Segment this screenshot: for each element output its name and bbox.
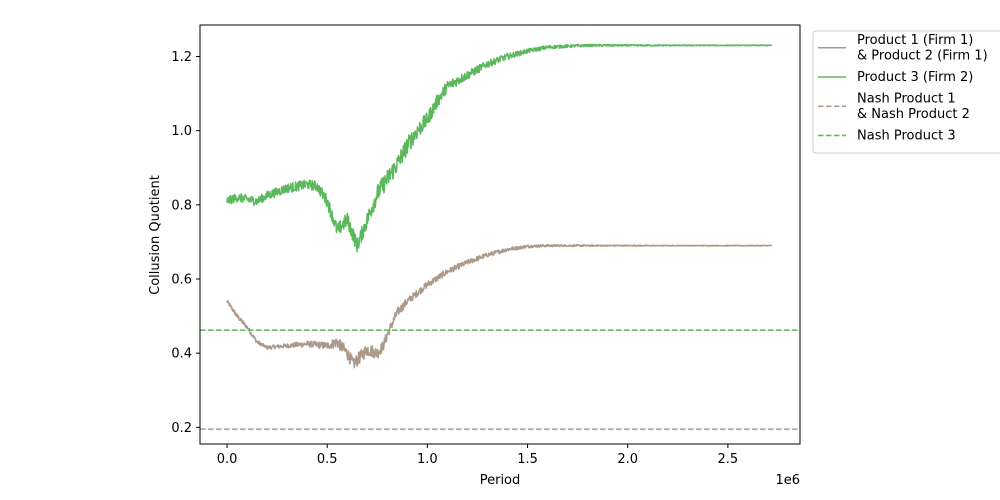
x-tick-label: 1.0 [417, 452, 438, 467]
legend-label: & Product 2 (Firm 1) [857, 49, 988, 64]
legend: Product 1 (Firm 1)& Product 2 (Firm 1) Pr… [812, 30, 1000, 154]
x-tick-label: 0.5 [317, 452, 338, 467]
legend-label: & Nash Product 2 [857, 107, 970, 122]
y-tick-label: 0.6 [171, 272, 192, 287]
legend-label: Product 3 (Firm 2) [857, 70, 973, 85]
y-tick-label: 0.8 [171, 198, 192, 213]
y-axis-title: Collusion Quotient [148, 175, 163, 295]
legend-label: Product 1 (Firm 1) [857, 33, 973, 48]
y-axis: 0.2 0.4 0.6 0.8 1.0 1.2 [171, 50, 200, 436]
plot-frame [199, 24, 801, 445]
x-tick-label: 0.0 [217, 452, 238, 467]
x-axis: 0.0 0.5 1.0 1.5 2.0 2.5 [217, 444, 739, 467]
plot-area [199, 24, 801, 445]
series-2-line [226, 43, 773, 253]
y-tick-label: 1.2 [171, 50, 192, 65]
y-tick-label: 0.4 [171, 347, 192, 362]
legend-label: Nash Product 1 [857, 92, 956, 107]
x-tick-label: 1.5 [517, 452, 538, 467]
y-tick-label: 1.0 [171, 124, 192, 139]
y-tick-label: 0.2 [171, 421, 192, 436]
x-tick-label: 2.0 [617, 452, 638, 467]
series-layer [200, 43, 800, 430]
x-tick-label: 2.5 [718, 452, 739, 467]
x-axis-scale-note: 1e6 [775, 473, 800, 488]
legend-label: Nash Product 3 [857, 129, 956, 144]
legend-box [812, 30, 1000, 154]
series-1-line [226, 243, 773, 369]
x-axis-title: Period [480, 473, 521, 488]
